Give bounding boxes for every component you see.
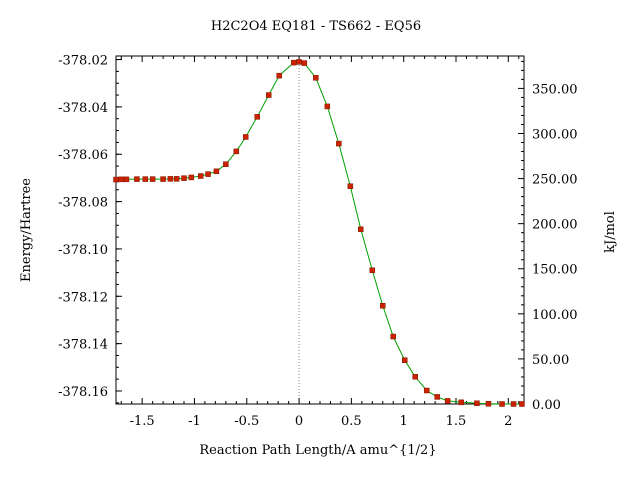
data-point <box>510 401 517 407</box>
data-point <box>113 176 119 183</box>
x-tick-label: 0 <box>295 414 303 429</box>
data-point <box>313 75 319 81</box>
x-tick-label: -1.5 <box>130 414 155 429</box>
data-point <box>265 92 272 98</box>
y-tick-label: -378.08 <box>58 196 108 211</box>
data-point <box>347 183 354 189</box>
chart-title: H2C2O4 EQ181 - TS662 - EQ56 <box>211 19 421 34</box>
data-point <box>142 176 149 182</box>
x-tick-label: 1 <box>400 414 408 429</box>
data-point <box>233 148 240 155</box>
y2-axis-label: kJ/mol <box>603 211 618 253</box>
y-tick-label: -378.10 <box>58 243 108 258</box>
x-tick-label: -1 <box>188 414 201 429</box>
data-point <box>181 175 187 181</box>
data-point <box>301 60 308 66</box>
x-tick-label: -0.5 <box>234 414 259 429</box>
x-tick-label: 2 <box>504 414 512 429</box>
data-point <box>434 394 440 400</box>
y-tick-label: -378.16 <box>58 385 108 400</box>
plot-frame <box>115 55 525 405</box>
y2-tick-label: 200.00 <box>532 218 578 233</box>
data-point <box>444 398 451 404</box>
data-point <box>380 303 386 309</box>
x-tick-label: 1.5 <box>446 414 467 429</box>
data-point <box>358 226 364 233</box>
y2-tick-label: 300.00 <box>532 127 578 142</box>
energy-curve <box>115 61 522 405</box>
y-tick-label: -378.02 <box>58 54 108 69</box>
data-point <box>336 140 342 147</box>
data-point <box>123 176 130 183</box>
data-point <box>423 387 430 394</box>
data-point <box>276 72 282 79</box>
data-point <box>242 134 249 140</box>
y2-tick-label: 350.00 <box>532 82 578 97</box>
y-tick-label: -378.12 <box>58 290 108 305</box>
data-point <box>223 161 229 167</box>
data-point <box>173 176 180 182</box>
y-axis-label: Energy/Hartree <box>19 178 34 282</box>
data-point <box>412 374 418 380</box>
y2-tick-label: 100.00 <box>532 308 578 323</box>
data-point <box>167 176 174 182</box>
y-tick-label: -378.14 <box>58 338 108 353</box>
data-point <box>485 401 492 407</box>
data-point <box>296 59 302 65</box>
data-point <box>499 401 505 407</box>
x-axis-label: Reaction Path Length/A amu^{1/2} <box>199 443 436 458</box>
data-point <box>149 176 156 182</box>
data-point <box>197 173 204 179</box>
data-point <box>474 400 480 407</box>
data-point <box>118 176 124 183</box>
data-point <box>369 267 376 273</box>
plot-area: -1.5 -1 -0.5 0 0.5 1 1.5 2 -378.02 -378.04 -378.06… <box>58 54 577 429</box>
data-point <box>188 174 195 181</box>
data-point <box>390 333 396 340</box>
data-point <box>134 176 140 182</box>
y2-tick-label: 150.00 <box>532 263 578 278</box>
y-tick-label: -378.04 <box>58 101 108 116</box>
y2-tick-label: 250.00 <box>532 173 578 188</box>
y-tick-label: -378.06 <box>58 148 108 163</box>
data-point <box>254 114 260 120</box>
data-point <box>205 171 211 177</box>
data-point <box>213 168 220 175</box>
data-point <box>291 59 297 66</box>
y2-tick-label: 50.00 <box>532 353 569 368</box>
data-point <box>458 399 464 406</box>
data-point <box>324 103 331 110</box>
data-point <box>519 401 525 407</box>
y2-tick-label: 0.00 <box>532 398 561 413</box>
x-tick-label: 0.5 <box>341 414 362 429</box>
data-point <box>160 176 166 182</box>
data-point <box>401 357 408 363</box>
